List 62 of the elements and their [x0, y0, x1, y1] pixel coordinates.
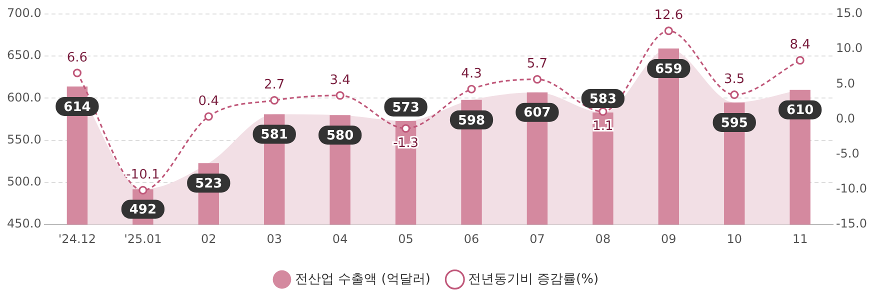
data-label: 659 [655, 62, 682, 77]
point [270, 96, 279, 105]
x-tick-label: '25.01 [124, 232, 162, 246]
point [336, 91, 344, 100]
y-tick-label: 550.0 [6, 132, 42, 146]
data-label: 4.3 [461, 66, 482, 82]
point [401, 124, 410, 133]
y-tick-label: 650.0 [6, 48, 42, 62]
y2-tick-label: 15.0 [836, 6, 863, 20]
data-label: 580 [326, 128, 354, 144]
x-tick-label: '24.12 [58, 232, 96, 246]
data-label: 573 [392, 100, 420, 116]
point [204, 112, 213, 121]
x-tick-label: 07 [530, 232, 545, 246]
y-tick-label: 600.0 [6, 90, 42, 104]
data-label: 607 [524, 106, 551, 121]
data-label: 523 [195, 176, 222, 192]
data-label: 3.5 [724, 72, 745, 88]
y2-tick-label: 0.0 [836, 111, 856, 126]
data-label: -10.1 [126, 168, 160, 183]
data-label: 583 [589, 92, 617, 107]
data-label: 0.4 [198, 94, 219, 109]
x-tick-label: 08 [595, 232, 611, 246]
data-label: 598 [458, 113, 486, 128]
point [664, 26, 673, 36]
data-label: 595 [720, 116, 748, 131]
data-label: 1.1 [592, 118, 614, 134]
data-label: 5.7 [526, 56, 548, 72]
y2-tick-label: -10.0 [836, 182, 868, 196]
y-tick-label: 700.0 [6, 6, 42, 20]
data-label: 492 [129, 202, 156, 218]
data-label: 614 [64, 100, 91, 115]
x-tick-label: 10 [726, 232, 742, 246]
data-label: 12.6 [654, 8, 684, 24]
point [532, 74, 542, 84]
x-tick-label: 06 [464, 232, 480, 246]
x-tick-label: 09 [661, 232, 676, 246]
data-label: 610 [786, 103, 814, 118]
y2-tick-label: -15.0 [836, 216, 868, 231]
x-tick-label: 05 [398, 232, 414, 246]
y2-tick-label: 10.0 [836, 41, 863, 56]
point [796, 56, 804, 65]
y-tick-label: 500.0 [6, 174, 42, 189]
point [598, 107, 608, 116]
data-label: 2.7 [264, 78, 285, 93]
data-label: 3.4 [330, 72, 350, 88]
x-tick-label: 04 [332, 232, 348, 246]
x-tick-label: 03 [266, 232, 282, 246]
point [138, 186, 148, 194]
y2-tick-label: 5.0 [836, 76, 856, 90]
data-label: 6.6 [66, 50, 88, 66]
y-tick-label: 450.0 [6, 216, 42, 231]
y2-tick-label: -5.0 [836, 146, 860, 161]
point [730, 90, 739, 100]
x-tick-label: 02 [201, 232, 216, 246]
data-label: 8.4 [790, 38, 810, 53]
point [467, 84, 476, 94]
x-tick-label: 11 [792, 232, 808, 246]
point [72, 68, 82, 78]
data-label: 581 [260, 128, 288, 143]
legend-label: 전년동기비 증감률(%) [468, 272, 599, 287]
legend-label: 전산업 수출액 (억달러) [294, 272, 430, 287]
